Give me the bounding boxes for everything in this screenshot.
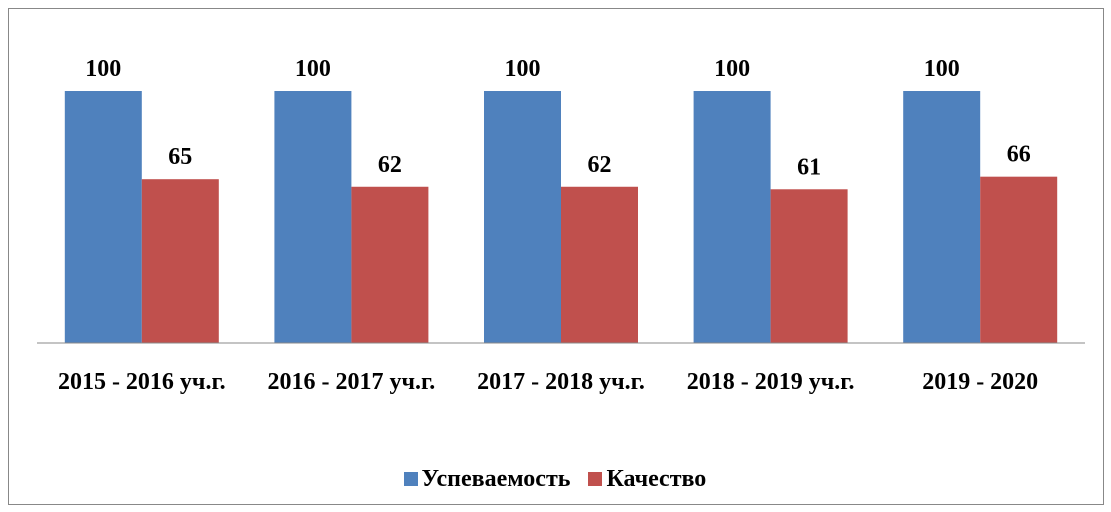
data-label: 100: [505, 56, 541, 82]
bar: [484, 91, 561, 343]
data-label: 100: [85, 56, 121, 82]
data-label: 100: [714, 56, 750, 82]
legend-swatch: [403, 472, 418, 486]
legend-label: Качество: [606, 466, 707, 492]
legend-label: Успеваемость: [421, 466, 571, 492]
legend-item: Качество: [588, 462, 706, 496]
bar: [770, 189, 848, 343]
bar: [141, 179, 219, 343]
legend-swatch: [588, 472, 603, 486]
legend: Успеваемость Качество: [403, 462, 725, 496]
data-label: 61: [797, 154, 821, 180]
bar: [693, 91, 771, 343]
bar: [561, 186, 638, 343]
x-tick-label: 2016 - 2017 уч.г.: [267, 369, 436, 395]
data-label: 62: [588, 152, 612, 178]
x-tick-label: 2019 - 2020: [922, 369, 1039, 395]
data-label: 65: [168, 144, 192, 170]
legend-item: Успеваемость: [403, 462, 571, 496]
bar: [351, 186, 429, 343]
data-label: 62: [378, 152, 402, 178]
data-label: 100: [295, 56, 331, 82]
data-label: 66: [1007, 142, 1031, 168]
x-tick-label: 2017 - 2018 уч.г.: [477, 369, 645, 395]
x-tick-label: 2015 - 2016 уч.г.: [57, 369, 226, 395]
bar: [980, 176, 1058, 343]
bar: [64, 91, 142, 343]
data-label: 100: [924, 56, 960, 82]
bar: [903, 91, 981, 343]
bar: [274, 91, 352, 343]
x-tick-label: 2018 - 2019 уч.г.: [686, 369, 855, 395]
